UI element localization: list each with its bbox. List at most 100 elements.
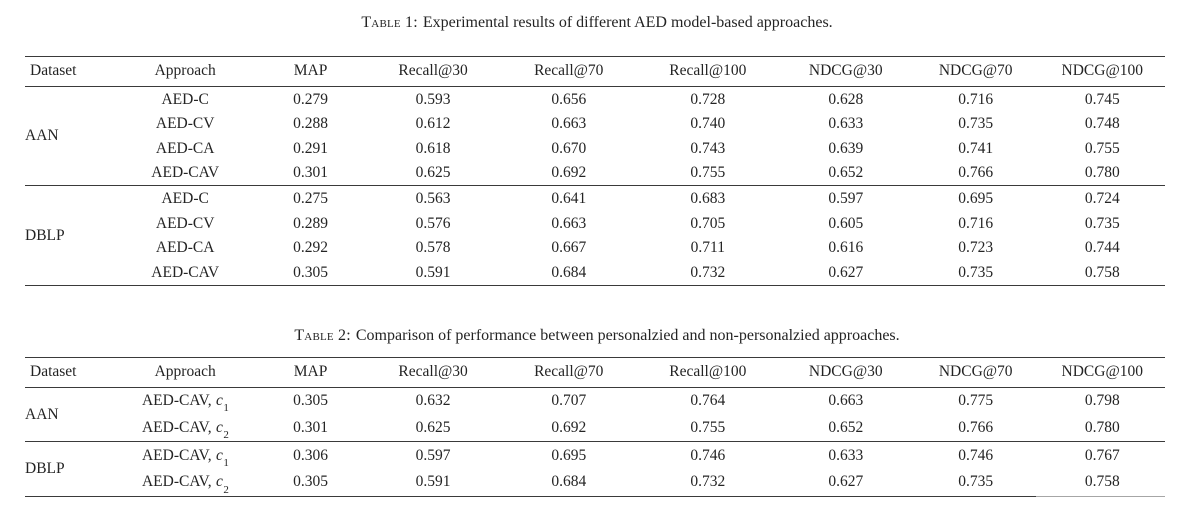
value-cell: 0.291 bbox=[293, 139, 328, 157]
value-cell: 0.716 bbox=[958, 90, 994, 108]
approach-variable: c bbox=[215, 446, 223, 464]
value-cell: 0.780 bbox=[1084, 164, 1120, 182]
table-row: AED-CAV 0.301 0.625 0.692 0.755 0.652 0.… bbox=[25, 161, 1165, 186]
dataset-cell: AAN bbox=[25, 405, 59, 423]
approach-label: AED-CAV, bbox=[141, 392, 212, 410]
approach-cell: AED-CA bbox=[155, 239, 215, 257]
value-cell: 0.740 bbox=[690, 115, 726, 133]
value-cell: 0.652 bbox=[828, 164, 864, 182]
value-cell: 0.716 bbox=[958, 214, 994, 232]
value-cell: 0.633 bbox=[828, 115, 864, 133]
table1-caption-tag: Table 1: bbox=[361, 14, 418, 31]
approach-variable: c bbox=[215, 473, 223, 491]
value-cell: 0.275 bbox=[293, 189, 328, 207]
value-cell: 0.758 bbox=[1084, 473, 1120, 491]
value-cell: 0.683 bbox=[690, 189, 726, 207]
header-cell-ndcg30: NDCG@30 bbox=[779, 56, 912, 87]
value-cell: 0.755 bbox=[1084, 139, 1120, 157]
table2-header-row: Dataset Approach MAP Recall@30 Recall@70… bbox=[25, 357, 1165, 388]
value-cell: 0.591 bbox=[415, 473, 451, 491]
value-cell: 0.758 bbox=[1084, 263, 1120, 281]
header-cell-map: MAP bbox=[256, 56, 365, 87]
value-cell: 0.798 bbox=[1084, 392, 1120, 410]
value-cell: 0.628 bbox=[828, 90, 864, 108]
table2-comparison: Dataset Approach MAP Recall@30 Recall@70… bbox=[25, 356, 1165, 497]
approach-subscript: 2 bbox=[223, 483, 229, 496]
value-cell: 0.670 bbox=[551, 139, 587, 157]
header-cell-ndcg70: NDCG@70 bbox=[911, 56, 1040, 87]
value-cell: 0.692 bbox=[551, 418, 587, 436]
table1-group-dblp: DBLP AED-C 0.275 0.563 0.641 0.683 0.597… bbox=[25, 186, 1165, 286]
value-cell: 0.741 bbox=[958, 139, 994, 157]
value-cell: 0.707 bbox=[551, 392, 587, 410]
value-cell: 0.780 bbox=[1084, 418, 1120, 436]
table-row: AED-CA 0.292 0.578 0.667 0.711 0.616 0.7… bbox=[25, 236, 1165, 261]
value-cell: 0.306 bbox=[293, 446, 328, 464]
approach-subscript: 1 bbox=[223, 456, 229, 469]
value-cell: 0.656 bbox=[551, 90, 587, 108]
value-cell: 0.766 bbox=[958, 418, 994, 436]
table-row: DBLP AED-C 0.275 0.563 0.641 0.683 0.597… bbox=[25, 186, 1165, 244]
value-cell: 0.591 bbox=[415, 263, 451, 281]
value-cell: 0.748 bbox=[1084, 115, 1120, 133]
approach-cell: AED-C bbox=[161, 189, 209, 207]
value-cell: 0.684 bbox=[551, 473, 587, 491]
value-cell: 0.692 bbox=[551, 164, 587, 182]
header-cell-ndcg100: NDCG@100 bbox=[1039, 56, 1165, 87]
value-cell: 0.746 bbox=[958, 446, 994, 464]
approach-cell: AED-CAV bbox=[151, 263, 220, 281]
value-cell: 0.728 bbox=[690, 90, 726, 108]
value-cell: 0.663 bbox=[551, 115, 587, 133]
approach-cell: AED-CAV, c1 bbox=[114, 442, 257, 469]
value-cell: 0.605 bbox=[828, 214, 864, 232]
value-cell: 0.641 bbox=[551, 189, 587, 207]
value-cell: 0.746 bbox=[690, 446, 726, 464]
approach-cell: AED-CAV, c2 bbox=[114, 469, 257, 496]
value-cell: 0.301 bbox=[293, 164, 328, 182]
approach-cell: AED-CV bbox=[155, 115, 215, 133]
dataset-cell: AAN bbox=[25, 127, 59, 145]
value-cell: 0.745 bbox=[1084, 90, 1120, 108]
approach-cell: AED-CAV bbox=[151, 164, 220, 182]
value-cell: 0.755 bbox=[690, 164, 726, 182]
value-cell: 0.723 bbox=[958, 239, 994, 257]
table2-caption-text: Comparison of performance between person… bbox=[355, 326, 900, 344]
value-cell: 0.735 bbox=[958, 263, 994, 281]
value-cell: 0.593 bbox=[415, 90, 451, 108]
approach-label: AED-CAV, bbox=[141, 473, 212, 491]
value-cell: 0.289 bbox=[293, 214, 328, 232]
value-cell: 0.667 bbox=[551, 239, 587, 257]
value-cell: 0.663 bbox=[551, 214, 587, 232]
table-row: AAN AED-CAV, c1 0.305 0.632 0.707 0.764 0… bbox=[25, 387, 1165, 422]
value-cell: 0.305 bbox=[293, 263, 328, 281]
header-cell-ndcg70: NDCG@70 bbox=[911, 357, 1040, 388]
value-cell: 0.755 bbox=[690, 418, 726, 436]
header-cell-recall100: Recall@100 bbox=[636, 357, 780, 388]
header-cell-map: MAP bbox=[256, 357, 365, 388]
table-row: AED-CAV, c2 0.305 0.591 0.684 0.732 0.627… bbox=[25, 469, 1165, 496]
value-cell: 0.735 bbox=[958, 473, 994, 491]
approach-cell: AED-CAV, c2 bbox=[114, 415, 257, 442]
table-row: AED-CAV, c2 0.301 0.625 0.692 0.755 0.652… bbox=[25, 415, 1165, 442]
value-cell: 0.597 bbox=[415, 446, 451, 464]
value-cell: 0.618 bbox=[415, 139, 451, 157]
value-cell: 0.627 bbox=[828, 263, 864, 281]
value-cell: 0.735 bbox=[1084, 214, 1120, 232]
table2-group-dblp: DBLP AED-CAV, c1 0.306 0.597 0.695 0.746 … bbox=[25, 442, 1165, 497]
value-cell: 0.764 bbox=[690, 392, 726, 410]
value-cell: 0.563 bbox=[415, 189, 451, 207]
approach-variable: c bbox=[215, 392, 223, 410]
approach-cell: AED-CAV, c1 bbox=[114, 387, 257, 414]
header-cell-approach: Approach bbox=[113, 357, 257, 388]
header-cell-recall70: Recall@70 bbox=[501, 357, 637, 388]
value-cell: 0.732 bbox=[690, 473, 726, 491]
table-row: AED-CA 0.291 0.618 0.670 0.743 0.639 0.7… bbox=[25, 136, 1165, 161]
table1-caption-text: Experimental results of different AED mo… bbox=[422, 14, 833, 31]
table-row: DBLP AED-CAV, c1 0.306 0.597 0.695 0.746 … bbox=[25, 442, 1165, 477]
approach-label: AED-CAV, bbox=[141, 446, 212, 464]
approach-variable: c bbox=[215, 418, 223, 436]
value-cell: 0.743 bbox=[690, 139, 726, 157]
value-cell: 0.732 bbox=[690, 263, 726, 281]
value-cell: 0.695 bbox=[958, 189, 994, 207]
